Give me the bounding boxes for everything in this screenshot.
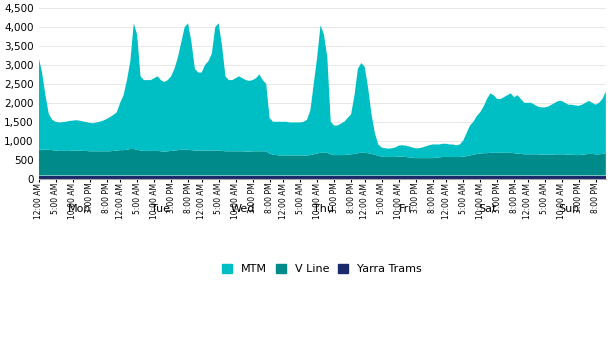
Text: Sun: Sun — [558, 204, 579, 214]
Text: Fri: Fri — [399, 204, 412, 214]
Legend: MTM, V Line, Yarra Trams: MTM, V Line, Yarra Trams — [218, 260, 426, 279]
Text: Tue: Tue — [151, 204, 170, 214]
Text: Thu: Thu — [314, 204, 334, 214]
Text: Mon: Mon — [68, 204, 91, 214]
Text: Wed: Wed — [230, 204, 254, 214]
Text: Sat: Sat — [478, 204, 496, 214]
